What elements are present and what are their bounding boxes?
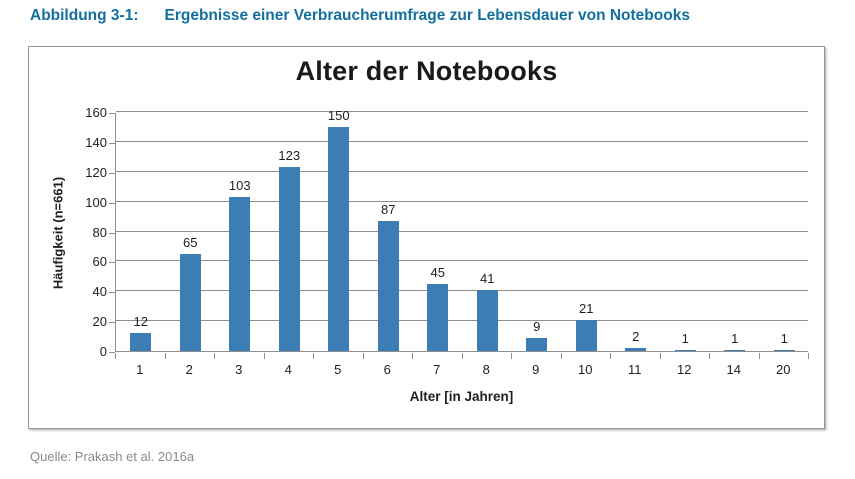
- x-axis-tick: [758, 353, 760, 359]
- y-axis-tick-label: 100: [85, 194, 107, 210]
- y-axis-tick: [109, 292, 115, 294]
- figure-caption-title: Ergebnisse einer Verbraucherumfrage zur …: [164, 7, 690, 24]
- y-axis-tick: [109, 262, 115, 264]
- bar-value-label: 65: [183, 234, 198, 250]
- x-axis-tick: [659, 353, 661, 359]
- gridline: [116, 260, 808, 262]
- x-axis-category-label: 20: [776, 362, 791, 377]
- x-axis-tick: [263, 353, 265, 359]
- x-axis-tick: [115, 353, 116, 359]
- x-axis-tick: [709, 353, 710, 359]
- gridline: [116, 290, 808, 292]
- y-axis-tick-label: 120: [85, 164, 107, 180]
- y-axis-tick: [109, 352, 115, 353]
- x-axis-category-label: 6: [383, 362, 391, 377]
- x-axis-tick: [214, 353, 215, 359]
- bar-value-label: 1: [681, 330, 689, 346]
- y-axis-tick: [109, 113, 115, 114]
- x-axis-category-label: 14: [726, 362, 741, 377]
- bar-value-label: 150: [327, 107, 350, 123]
- bar: [575, 319, 597, 351]
- x-axis-tick: [461, 353, 463, 359]
- bar: [377, 221, 399, 351]
- bar-value-label: 21: [579, 300, 594, 316]
- bar-value-label: 41: [480, 270, 495, 286]
- bar-value-label: 9: [533, 318, 541, 334]
- bar-value-label: 45: [430, 264, 445, 280]
- x-axis-tick: [362, 353, 364, 359]
- source-note: Quelle: Prakash et al. 2016a: [30, 449, 195, 464]
- x-axis-tick: [313, 353, 314, 359]
- bar: [278, 167, 300, 351]
- chart-frame: Alter der Notebooks Häufigkeit (n=661) 1…: [28, 46, 825, 429]
- x-axis-tick: [164, 353, 166, 359]
- y-axis-tick-label: 40: [92, 284, 107, 300]
- gridline: [116, 230, 808, 232]
- bar: [427, 283, 449, 351]
- gridline: [116, 320, 808, 322]
- bar-value-label: 12: [133, 314, 148, 330]
- bar-value-label: 2: [632, 329, 640, 345]
- x-axis-category-label: 2: [185, 362, 193, 377]
- x-axis-category-label: 12: [677, 362, 692, 377]
- bar: [179, 253, 201, 351]
- bar: [724, 349, 746, 351]
- y-axis-tick-label: 20: [92, 314, 107, 330]
- x-axis-category-label: 10: [578, 362, 593, 377]
- bar: [229, 197, 251, 351]
- chart-title: Alter der Notebooks: [295, 56, 558, 86]
- gridline: [116, 170, 808, 172]
- x-axis-title: Alter [in Jahren]: [409, 389, 514, 404]
- bar: [674, 349, 696, 351]
- y-axis-tick-label: 160: [85, 105, 107, 120]
- gridline: [116, 140, 808, 142]
- x-axis-category-label: 7: [433, 362, 441, 377]
- x-axis-category-label: 1: [136, 362, 144, 377]
- y-axis-tick: [109, 202, 115, 204]
- figure-caption: Abbildung 3-1: Ergebnisse einer Verbrauc…: [30, 7, 690, 25]
- bar: [526, 337, 548, 351]
- y-axis-tick: [109, 322, 115, 324]
- y-axis-tick: [109, 232, 115, 234]
- plot-area: 12 65 103 123 150 87 45 41 9 21 2 1 1 1: [115, 108, 808, 352]
- bar: [773, 349, 795, 351]
- figure-caption-label: Abbildung 3-1:: [30, 7, 139, 24]
- bar-value-label: 1: [731, 330, 739, 346]
- x-axis-category-label: 11: [628, 362, 642, 377]
- x-axis-tick: [511, 353, 512, 359]
- x-axis-category-label: 5: [334, 362, 342, 377]
- x-axis-tick: [560, 353, 562, 359]
- y-axis-tick-label: 80: [92, 224, 107, 240]
- x-axis-tick: [808, 353, 809, 359]
- bar: [328, 126, 350, 351]
- bar-value-label: 87: [381, 202, 396, 218]
- y-axis-tick: [109, 142, 115, 144]
- x-axis-category-label: 9: [532, 362, 540, 377]
- gridline: [116, 111, 808, 112]
- y-axis-tick-label: 140: [85, 134, 107, 150]
- bar: [476, 289, 498, 351]
- x-axis-tick: [412, 353, 413, 359]
- bar: [625, 348, 647, 351]
- x-axis-tick: [610, 353, 611, 359]
- gridline: [116, 200, 808, 202]
- y-axis-tick-label: 60: [92, 254, 107, 270]
- y-axis-tick-label: 0: [99, 344, 107, 359]
- x-axis-category-label: 3: [235, 362, 243, 377]
- bar: [130, 333, 152, 351]
- bar-value-label: 103: [228, 178, 251, 194]
- bar-value-label: 123: [278, 148, 301, 164]
- x-axis-category-label: 8: [482, 362, 490, 377]
- x-axis-category-label: 4: [284, 362, 292, 377]
- bar-value-label: 1: [780, 330, 788, 346]
- y-axis-tick: [109, 172, 115, 174]
